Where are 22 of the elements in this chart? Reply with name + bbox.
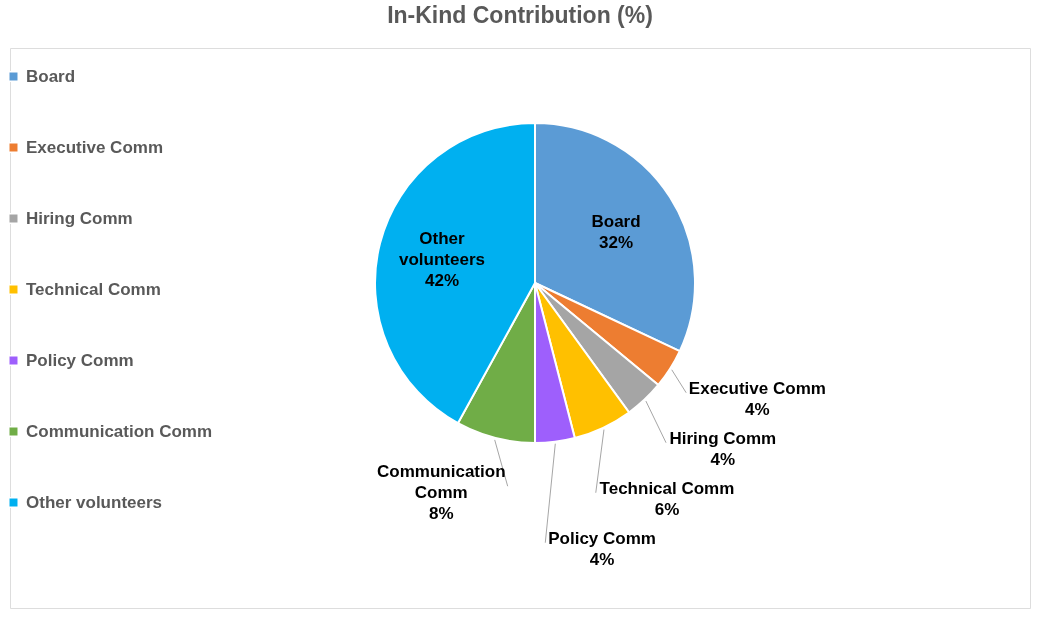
data-label: 4% [745,399,770,419]
slice-label: Policy Comm [548,528,656,548]
chart-title: In-Kind Contribution (%) [387,2,653,28]
slice-label: Technical Comm [599,478,735,498]
data-label: 32% [599,232,634,252]
slice-label: Executive Comm [688,378,826,398]
data-label: 4% [710,449,736,469]
legend-label: Other volunteers [26,492,163,512]
legend-label: Technical Comm [26,279,161,299]
slice-label: Communication Comm [377,462,506,503]
legend-label: Policy Comm [26,350,134,370]
data-label: 4% [589,549,615,569]
legend-label: Hiring Comm [26,208,133,228]
legend-label: Communication Comm [26,421,213,441]
legend-label: Board [26,66,76,86]
legend-label: Executive Comm [26,137,163,157]
data-label: 8% [428,504,454,524]
data-label: 6% [654,499,680,519]
data-label: 42% [425,271,460,291]
slice-label: Board [591,211,641,231]
slice-label: Hiring Comm [669,428,777,448]
slice-label: Other volunteers [399,229,486,270]
